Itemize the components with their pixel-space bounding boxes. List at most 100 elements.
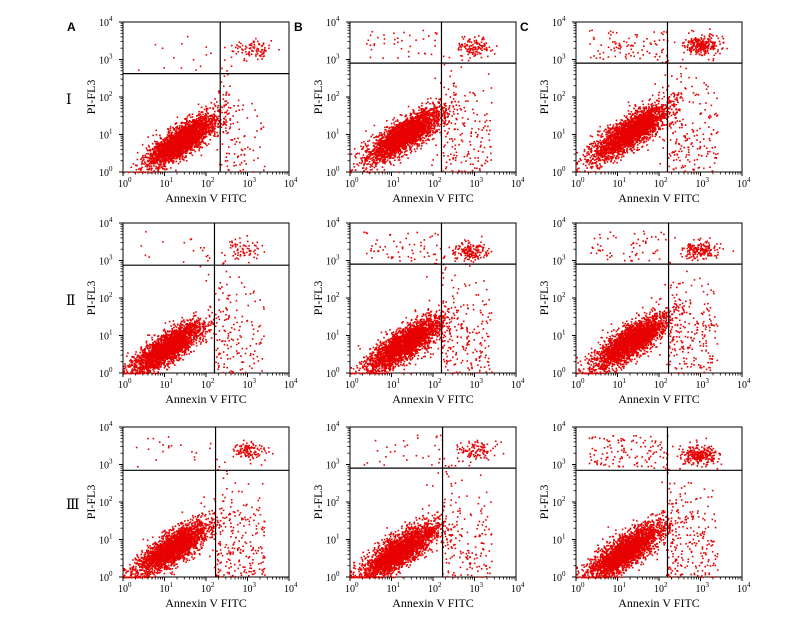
data-point <box>160 142 162 144</box>
data-point <box>200 146 202 148</box>
data-point <box>214 115 216 117</box>
data-point <box>182 141 184 143</box>
data-point <box>201 138 203 140</box>
data-point <box>221 126 223 128</box>
data-point <box>154 154 156 156</box>
data-point <box>137 152 139 154</box>
data-point <box>149 149 151 151</box>
data-point <box>196 133 198 135</box>
data-point <box>181 128 183 130</box>
data-point <box>196 146 198 148</box>
data-point <box>214 111 216 113</box>
data-point <box>163 139 165 141</box>
data-point <box>216 101 218 103</box>
data-point <box>160 150 162 152</box>
data-point <box>195 127 197 129</box>
data-point <box>206 124 208 126</box>
data-point <box>191 144 193 146</box>
data-point <box>147 157 149 159</box>
data-point <box>202 139 204 141</box>
data-point <box>170 134 172 136</box>
data-point <box>200 119 202 121</box>
data-point <box>169 147 171 149</box>
data-point <box>156 156 158 158</box>
data-point <box>173 140 175 142</box>
data-point <box>194 142 196 144</box>
data-point <box>152 135 154 137</box>
data-point <box>223 132 225 134</box>
data-point <box>216 118 218 120</box>
data-point <box>177 140 179 142</box>
data-point <box>223 106 225 108</box>
data-point <box>169 132 171 134</box>
data-point <box>170 126 172 128</box>
data-point <box>175 158 177 160</box>
data-point <box>237 121 239 123</box>
data-point <box>195 135 197 137</box>
data-point <box>227 114 229 116</box>
data-point <box>153 149 155 151</box>
data-point <box>199 121 201 123</box>
data-point <box>172 162 174 164</box>
data-point <box>223 118 225 120</box>
data-point <box>226 121 228 123</box>
data-point <box>151 153 153 155</box>
data-point <box>163 163 165 165</box>
data-point <box>183 130 185 132</box>
data-point <box>175 123 177 125</box>
data-point <box>193 149 195 151</box>
data-point <box>176 152 178 154</box>
data-point <box>136 165 138 167</box>
data-point <box>215 126 217 128</box>
data-point <box>179 133 181 135</box>
data-point <box>211 102 213 104</box>
data-point <box>224 101 226 103</box>
data-point <box>198 104 200 106</box>
data-point <box>170 128 172 130</box>
data-point <box>206 111 208 113</box>
data-point <box>200 132 202 134</box>
data-point <box>156 149 158 151</box>
row-label-2: Ⅱ <box>66 294 76 309</box>
data-point <box>227 110 229 112</box>
data-point <box>203 129 205 131</box>
data-point <box>138 168 140 170</box>
data-point <box>209 115 211 117</box>
data-point <box>148 153 150 155</box>
data-point <box>179 128 181 130</box>
data-point <box>198 144 200 146</box>
data-point <box>242 109 244 111</box>
data-point <box>218 116 220 118</box>
data-point <box>143 163 145 165</box>
data-point <box>158 148 160 150</box>
data-point <box>215 121 217 123</box>
data-point <box>201 107 203 109</box>
data-point <box>185 156 187 158</box>
data-point <box>185 118 187 120</box>
data-point <box>176 156 178 158</box>
data-point <box>223 98 225 100</box>
data-point <box>186 126 188 128</box>
data-point <box>196 142 198 144</box>
data-point <box>165 156 167 158</box>
data-point <box>128 172 130 174</box>
column-label-A: A <box>67 20 76 34</box>
data-point <box>172 151 174 153</box>
data-point <box>192 114 194 116</box>
data-point <box>153 151 155 153</box>
data-point <box>154 160 156 162</box>
data-point <box>198 111 200 113</box>
data-point <box>159 165 161 167</box>
data-point <box>164 148 166 150</box>
data-point <box>170 130 172 132</box>
data-point <box>187 116 189 118</box>
data-point <box>165 166 167 168</box>
data-point <box>167 134 169 136</box>
data-point <box>228 107 230 109</box>
data-point <box>180 152 182 154</box>
data-point <box>201 129 203 131</box>
data-point <box>185 149 187 151</box>
data-point <box>164 168 166 170</box>
data-point <box>141 164 143 166</box>
